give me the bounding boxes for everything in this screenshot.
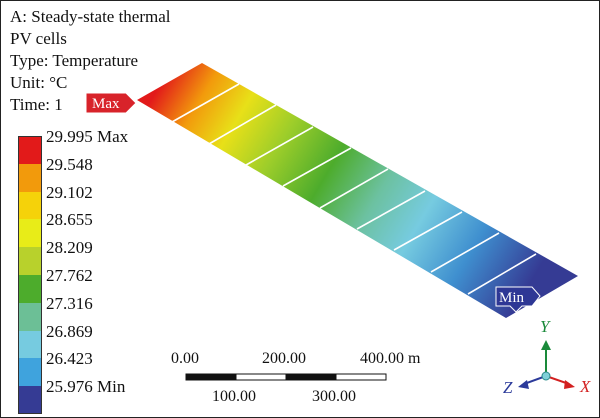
legend-entry: 25.976 Min — [18, 378, 178, 414]
cell-divider — [356, 190, 426, 230]
legend-swatch — [18, 386, 42, 414]
scale-segment — [186, 374, 236, 380]
legend-entry: 27.762 — [18, 267, 178, 303]
z-axis-label: Z — [503, 378, 513, 397]
legend-value: 27.316 — [46, 293, 93, 313]
legend-value: 29.548 — [46, 154, 93, 174]
legend-entry: 27.316 — [18, 295, 178, 331]
scale-bar: 0.00 200.00 400.00 m 100.00 300.00 — [171, 350, 421, 405]
result-type: Type: Temperature — [10, 51, 139, 70]
min-marker-shape — [495, 286, 541, 313]
legend-value: 29.995 Max — [46, 127, 129, 146]
z-axis-arrow — [518, 380, 529, 389]
max-marker[interactable]: Max — [85, 92, 137, 114]
scale-label: 200.00 — [262, 350, 306, 367]
x-axis-label: X — [579, 377, 591, 396]
legend-entry: 29.995 Max — [18, 128, 178, 164]
x-axis-arrow — [564, 380, 575, 389]
object-name: PV cells — [10, 29, 67, 48]
legend-entry: 29.102 — [18, 184, 178, 220]
legend-swatch — [18, 274, 42, 303]
axis-triad[interactable]: Y Z X — [503, 317, 591, 397]
y-axis-label: Y — [540, 317, 551, 336]
legend-entry: 28.655 — [18, 211, 178, 248]
cell-divider — [245, 126, 314, 166]
legend-swatch — [18, 330, 42, 359]
scale-label: 0.00 — [171, 350, 199, 367]
result-unit: Unit: °C — [10, 73, 68, 92]
cell-divider — [208, 104, 277, 145]
cell-divider — [467, 253, 537, 295]
scale-label: 400.00 m — [360, 350, 421, 367]
legend-entry: 26.869 — [18, 323, 178, 359]
min-marker[interactable]: Min — [495, 286, 541, 313]
cell-divider — [319, 168, 389, 209]
cell-divider — [393, 211, 463, 251]
cell-divider — [282, 147, 352, 187]
legend-value: 28.209 — [46, 238, 93, 258]
result-time: Time: 1 — [10, 95, 63, 114]
y-axis-arrow — [541, 340, 551, 350]
legend-value: 29.102 — [46, 182, 93, 202]
scale-label: 300.00 — [312, 388, 356, 405]
scale-segment — [335, 373, 387, 381]
legend-swatch — [18, 358, 42, 387]
legend-entry: 29.548 — [18, 156, 178, 192]
cell-dividers — [171, 83, 537, 295]
min-marker-label: Min — [499, 290, 525, 306]
legend-swatch — [18, 219, 42, 248]
legend-swatch — [18, 163, 42, 192]
max-marker-shape — [85, 92, 137, 114]
scale-segment — [286, 374, 336, 380]
legend-swatch — [18, 191, 42, 220]
analysis-title: A: Steady-state thermal — [10, 7, 171, 26]
legend-value: 26.423 — [46, 349, 93, 369]
legend-value: 28.655 — [46, 210, 93, 230]
scale-label: 100.00 — [212, 388, 256, 405]
scale-segment — [235, 373, 287, 381]
legend-entry: 26.423 — [18, 350, 178, 387]
color-legend[interactable]: 29.995 Max 29.548 29.102 28.655 28.209 27.762… — [18, 128, 178, 414]
legend-swatch — [18, 247, 42, 275]
legend-value: 27.762 — [46, 265, 93, 285]
legend-swatch — [18, 302, 42, 331]
legend-entry: 28.209 — [18, 239, 178, 275]
result-info-panel: A: Steady-state thermal PV cells Type: T… — [10, 6, 171, 116]
triad-origin — [541, 371, 551, 381]
legend-swatch — [18, 136, 42, 164]
cell-divider — [430, 232, 500, 273]
scale-outline — [185, 373, 387, 381]
cell-divider — [171, 83, 240, 123]
legend-value: 25.976 Min — [46, 377, 126, 397]
legend-value: 26.869 — [46, 321, 93, 341]
max-marker-label: Max — [92, 96, 120, 112]
pv-plate-surface[interactable] — [137, 63, 578, 318]
